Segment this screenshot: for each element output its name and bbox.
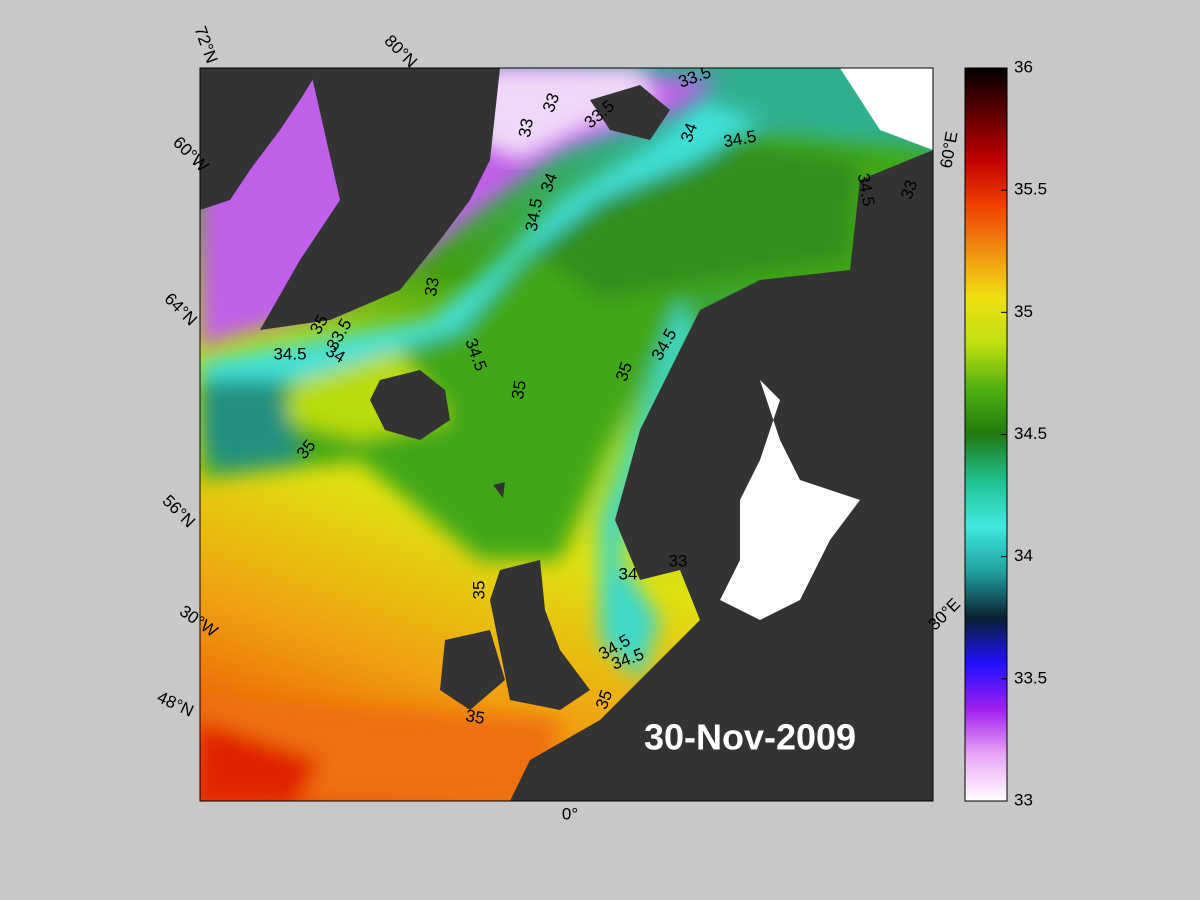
- date-label: 30-Nov-2009: [644, 717, 856, 758]
- colorbar-tick-label: 34: [1014, 546, 1033, 565]
- graticule-label: 72°N: [191, 24, 222, 66]
- land-europe: [510, 150, 933, 801]
- colorbar-tick-label: 35.5: [1014, 180, 1047, 199]
- land-faroes: [493, 482, 505, 498]
- land-ireland: [440, 630, 505, 710]
- ice: [840, 68, 933, 150]
- land: [200, 68, 320, 210]
- graticule-label: 0°: [562, 804, 578, 823]
- map-frame: [199, 67, 934, 802]
- contour-label: 33: [669, 551, 688, 570]
- colorbar-ticks: 33 33.5 34 34.5 35 35.5 36: [1001, 57, 1047, 809]
- colorbar-tick-label: 33: [1014, 790, 1033, 809]
- colorbar-tick-label: 34.5: [1014, 424, 1047, 443]
- contour-label: 34: [619, 564, 638, 583]
- fresh-water: [470, 68, 660, 160]
- colorbar-tick-label: 36: [1014, 57, 1033, 76]
- graticule-label: 48°N: [154, 687, 196, 720]
- contour-label: 35: [508, 379, 530, 401]
- land-iceland: [370, 370, 450, 440]
- graticule-label: 60°E: [936, 130, 961, 170]
- salinity-field: [200, 100, 933, 801]
- graticule-label: 80°N: [381, 31, 421, 71]
- contour-label: 35: [464, 706, 486, 728]
- contour-label: 35: [469, 581, 488, 600]
- colorbar-tick-label: 33.5: [1014, 668, 1047, 687]
- land-greenland: [260, 68, 500, 330]
- land-britain: [490, 560, 590, 710]
- ice-baltic: [720, 380, 860, 620]
- graticule-label: 56°N: [159, 491, 199, 531]
- land-svalbard: [590, 85, 670, 140]
- contour-label: 34.5: [273, 344, 306, 363]
- contour-label: 33: [421, 276, 443, 298]
- contour-label: 33: [515, 117, 537, 139]
- graticule-label: 64°N: [161, 289, 201, 329]
- colorbar-tick-label: 35: [1014, 302, 1033, 321]
- colorbar: [964, 67, 1008, 802]
